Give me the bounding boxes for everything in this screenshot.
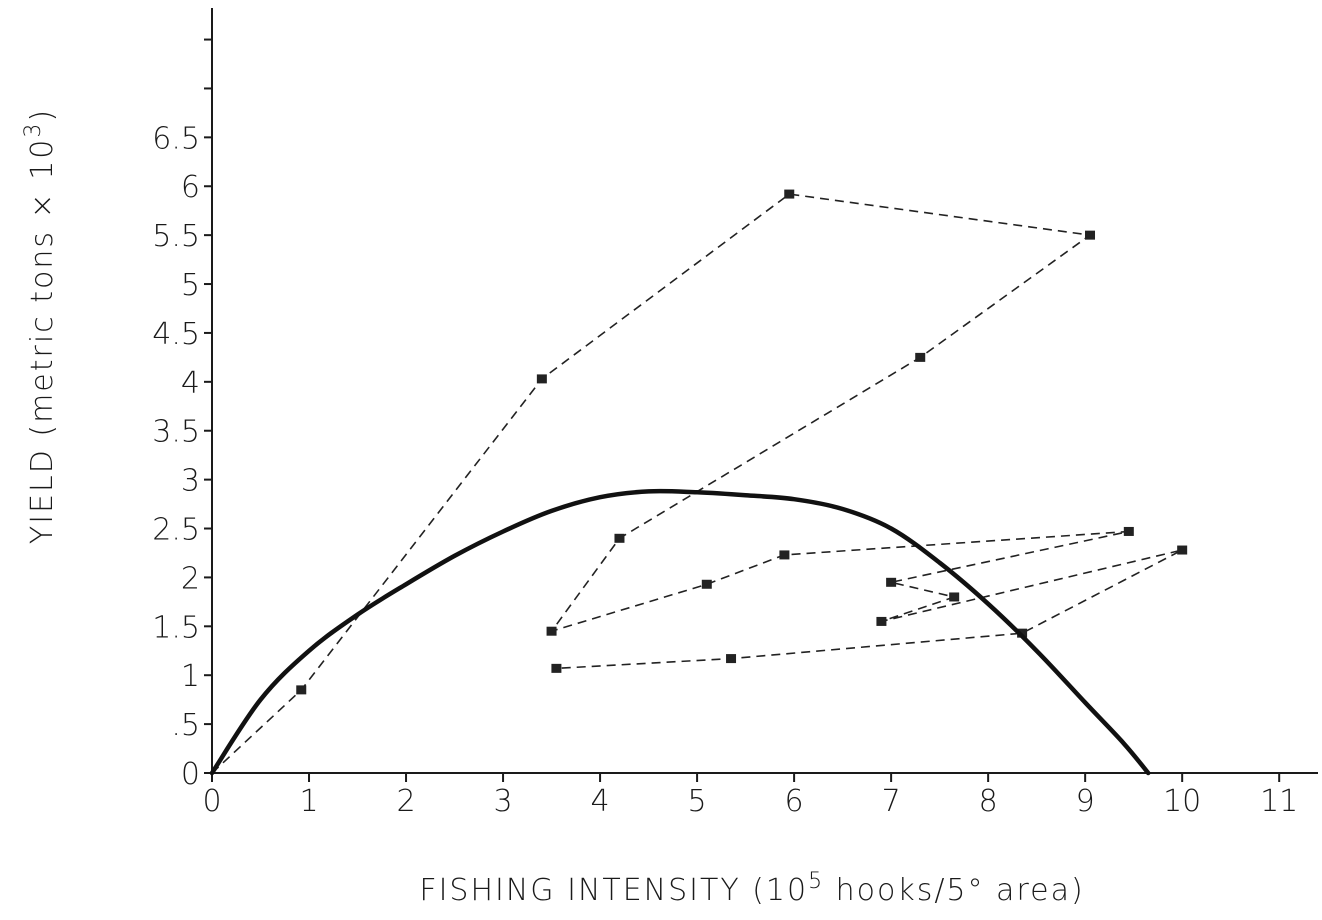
- x-tick-label: 11: [1260, 784, 1298, 819]
- x-tick-label: 6: [785, 784, 804, 819]
- x-tick-label: 0: [202, 784, 221, 819]
- y-tick-label: 0: [181, 757, 200, 792]
- y-tick-label: 4.5: [152, 317, 200, 352]
- x-tick-label: 3: [494, 784, 513, 819]
- x-tick-label: 4: [591, 784, 610, 819]
- y-tick-label: .5: [171, 708, 200, 743]
- x-tick-label: 7: [882, 784, 901, 819]
- data-point-marker: [726, 654, 737, 664]
- yield-curve: [209, 488, 1151, 776]
- data-point-marker: [551, 663, 562, 673]
- y-tick-label: 5.5: [152, 219, 200, 254]
- x-tick-label: 5: [688, 784, 707, 819]
- data-point-marker: [546, 626, 557, 636]
- data-point-marker: [296, 685, 307, 695]
- y-tick-label: 3: [181, 464, 200, 499]
- data-point-marker: [1123, 526, 1134, 536]
- data-point-marker: [876, 616, 887, 626]
- x-tick-label: 9: [1076, 784, 1095, 819]
- data-point-marker: [701, 579, 712, 589]
- data-point-marker: [1177, 545, 1188, 555]
- y-tick-label: 5: [181, 268, 200, 303]
- data-point-marker: [536, 374, 547, 384]
- plot-area: [209, 189, 1188, 776]
- y-tick-label: 2: [181, 561, 200, 596]
- y-tick-label: 6.5: [152, 121, 200, 156]
- x-tick-label: 8: [979, 784, 998, 819]
- x-axis-title: FISHING INTENSITY (105 hooks/5° area): [419, 869, 1084, 909]
- observed-series-line: [211, 193, 1183, 774]
- data-point-marker: [1085, 230, 1096, 240]
- x-tick-label: 2: [396, 784, 415, 819]
- y-tick-label: 1.5: [152, 610, 200, 645]
- axes: 0 1 2 3 4 5 6 7 8 9 10 11 0 .5 1 1.5 2 2.5 3 3.5 4 4.5 5 5.5 6 6.…: [152, 8, 1318, 819]
- y-tick-label: 6: [181, 170, 200, 205]
- x-tick-label: 10: [1163, 784, 1201, 819]
- y-tick-label: 2.5: [152, 513, 200, 548]
- data-point-marker: [915, 352, 926, 362]
- y-tick-label: 4: [181, 366, 200, 401]
- data-point-marker: [614, 533, 625, 543]
- data-point-marker: [886, 577, 897, 587]
- data-point-marker: [779, 550, 790, 560]
- x-tick-label: 1: [299, 784, 318, 819]
- y-axis-title: YIELD (metric tons × 103): [21, 108, 61, 544]
- y-tick-label: 3.5: [152, 415, 200, 450]
- data-point-marker: [949, 592, 960, 602]
- y-tick-label: 1: [181, 659, 200, 694]
- data-point-marker: [784, 189, 795, 199]
